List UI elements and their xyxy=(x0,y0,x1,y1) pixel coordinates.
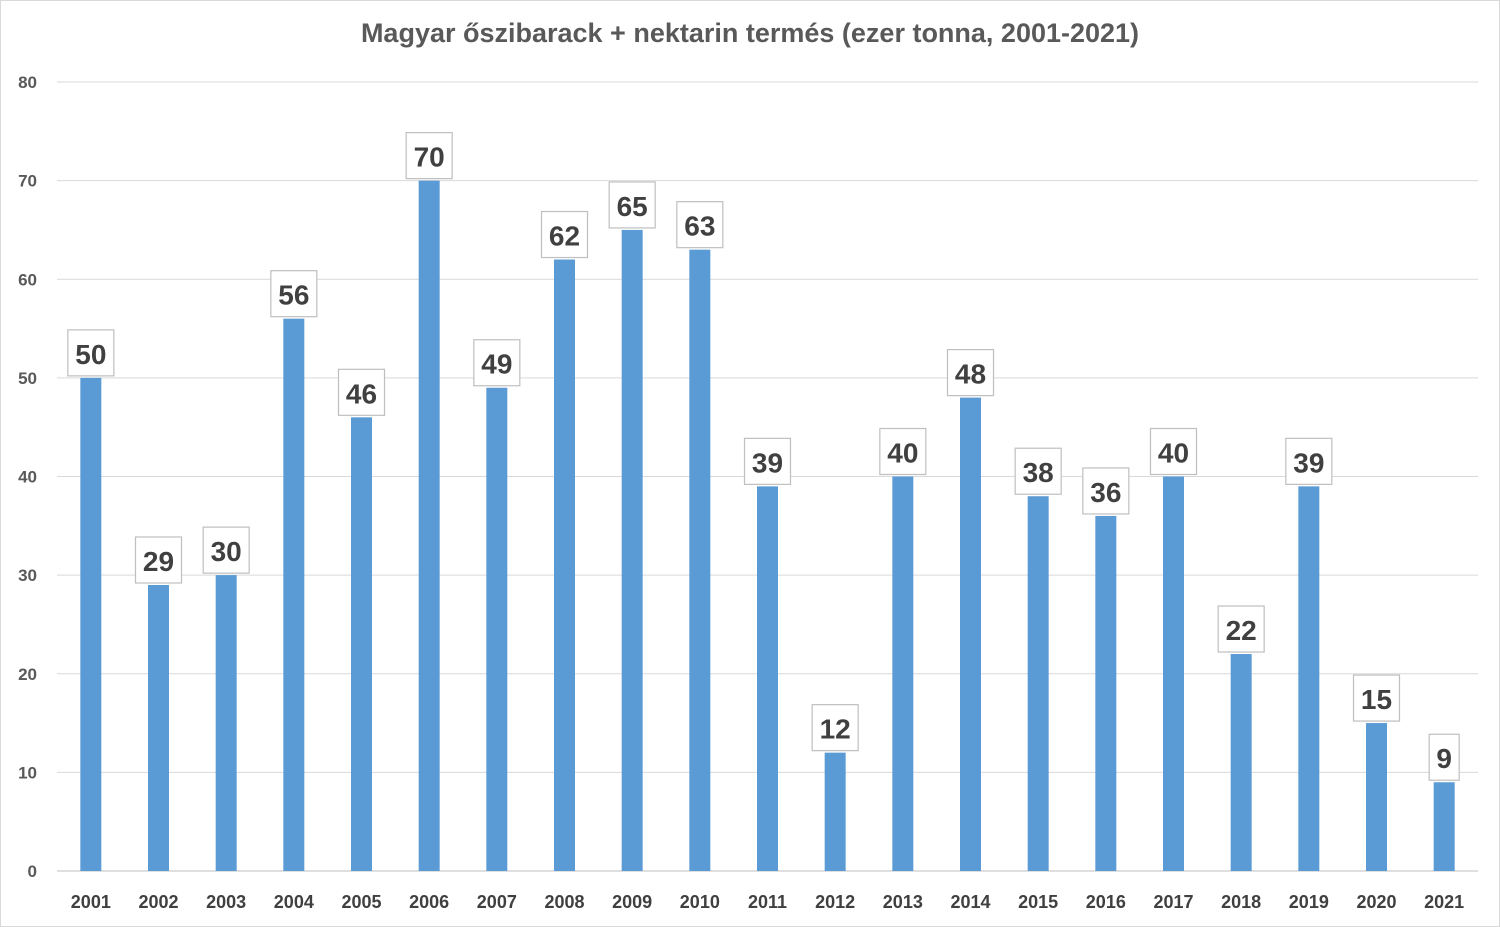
bar xyxy=(215,575,237,871)
data-label-box xyxy=(1082,467,1130,515)
data-label: 39 xyxy=(752,447,783,478)
y-tick-label: 70 xyxy=(18,172,37,191)
bar xyxy=(824,752,846,871)
x-tick-label: 2012 xyxy=(815,892,855,912)
y-tick-label: 40 xyxy=(18,468,37,487)
data-label-box xyxy=(1149,427,1198,476)
data-label: 36 xyxy=(1090,477,1121,508)
data-label: 15 xyxy=(1361,684,1392,715)
x-tick-label: 2002 xyxy=(138,892,178,912)
bar xyxy=(283,318,305,871)
data-label-box xyxy=(743,437,792,485)
x-tick-label: 2016 xyxy=(1086,892,1126,912)
data-label: 29 xyxy=(143,546,174,577)
data-label: 56 xyxy=(278,280,309,311)
x-tick-label: 2008 xyxy=(544,892,584,912)
x-tick-label: 2004 xyxy=(274,892,314,912)
data-label-box xyxy=(1014,447,1062,495)
x-tick-label: 2015 xyxy=(1018,892,1058,912)
data-label: 12 xyxy=(820,714,851,745)
y-tick-label: 10 xyxy=(18,763,37,782)
data-label: 40 xyxy=(887,438,918,469)
bar xyxy=(1298,486,1320,871)
data-label-box xyxy=(608,181,656,229)
x-tick-label: 2019 xyxy=(1289,892,1329,912)
data-label-box xyxy=(1352,674,1401,722)
x-tick-label: 2011 xyxy=(748,892,787,912)
x-tick-label: 2017 xyxy=(1153,892,1193,912)
x-tick-label: 2010 xyxy=(680,892,720,912)
bar xyxy=(486,387,508,871)
bar xyxy=(1163,476,1184,871)
bar xyxy=(351,417,372,871)
bars xyxy=(80,180,1455,872)
y-tick-label: 50 xyxy=(18,369,37,388)
data-label-box xyxy=(134,536,183,584)
x-tick-label: 2009 xyxy=(612,892,652,912)
data-label: 46 xyxy=(346,378,377,409)
bar xyxy=(892,476,914,871)
data-label: 63 xyxy=(684,211,715,242)
x-tick-label: 2001 xyxy=(71,892,111,912)
bar xyxy=(960,397,981,871)
bar xyxy=(689,249,711,872)
bar xyxy=(621,229,643,871)
data-label-box xyxy=(879,427,927,476)
x-tick-label: 2005 xyxy=(341,892,381,912)
x-tick-label: 2003 xyxy=(206,892,246,912)
x-tick-label: 2021 xyxy=(1424,892,1464,912)
bar xyxy=(148,584,169,871)
y-tick-label: 30 xyxy=(18,566,37,585)
data-label: 22 xyxy=(1226,615,1257,646)
y-tick-label: 60 xyxy=(18,270,37,289)
data-label-box xyxy=(337,368,386,416)
data-label-box xyxy=(676,201,724,249)
data-label-box xyxy=(946,349,995,397)
bar xyxy=(1027,496,1049,871)
x-tick-label: 2014 xyxy=(950,892,990,912)
data-label: 62 xyxy=(549,221,580,252)
bar xyxy=(418,180,440,871)
data-label: 65 xyxy=(617,191,648,222)
data-label: 70 xyxy=(414,142,445,173)
data-label-box xyxy=(270,270,318,318)
data-label: 38 xyxy=(1023,457,1054,488)
y-tick-label: 80 xyxy=(18,73,37,92)
data-label-box xyxy=(202,526,250,574)
data-label: 30 xyxy=(211,536,242,567)
data-labels: 50 29 30 56 46 70 49 62 65 63 39 12 40 48 38 36 40 22 39 15… xyxy=(67,132,1460,781)
y-axis: 0 10 20 30 40 50 60 70 80 xyxy=(18,73,37,881)
data-label-box xyxy=(1285,437,1333,485)
x-axis: 2001 2002 2003 2004 2005 2006 2007 2008 2009 2010… xyxy=(71,892,1464,912)
x-tick-label: 2006 xyxy=(409,892,449,912)
data-label: 48 xyxy=(955,359,986,390)
x-tick-label: 2013 xyxy=(883,892,923,912)
data-label: 49 xyxy=(481,349,512,380)
bar xyxy=(1366,723,1387,871)
x-tick-label: 2007 xyxy=(477,892,517,912)
bar xyxy=(80,377,102,871)
y-tick-label: 20 xyxy=(18,665,37,684)
x-tick-label: 2018 xyxy=(1221,892,1261,912)
data-label: 40 xyxy=(1158,438,1189,469)
bar xyxy=(757,486,778,871)
x-tick-label: 2020 xyxy=(1356,892,1396,912)
bar xyxy=(554,259,575,871)
data-label-box xyxy=(405,132,453,180)
data-label: 50 xyxy=(75,339,106,370)
data-label-box xyxy=(1428,733,1460,781)
data-label: 9 xyxy=(1436,743,1452,774)
data-label-box xyxy=(1217,605,1265,653)
bar xyxy=(1230,654,1252,871)
chart-title: Magyar őszibarack + nektarin termés (eze… xyxy=(360,18,1140,48)
data-label-box xyxy=(473,339,521,387)
data-label: 39 xyxy=(1293,447,1324,478)
bar xyxy=(1095,515,1117,871)
data-label-box xyxy=(811,704,859,752)
y-tick-label: 0 xyxy=(28,862,37,881)
data-label-box xyxy=(67,329,115,377)
data-label-box xyxy=(540,210,589,259)
bar xyxy=(1433,782,1455,871)
